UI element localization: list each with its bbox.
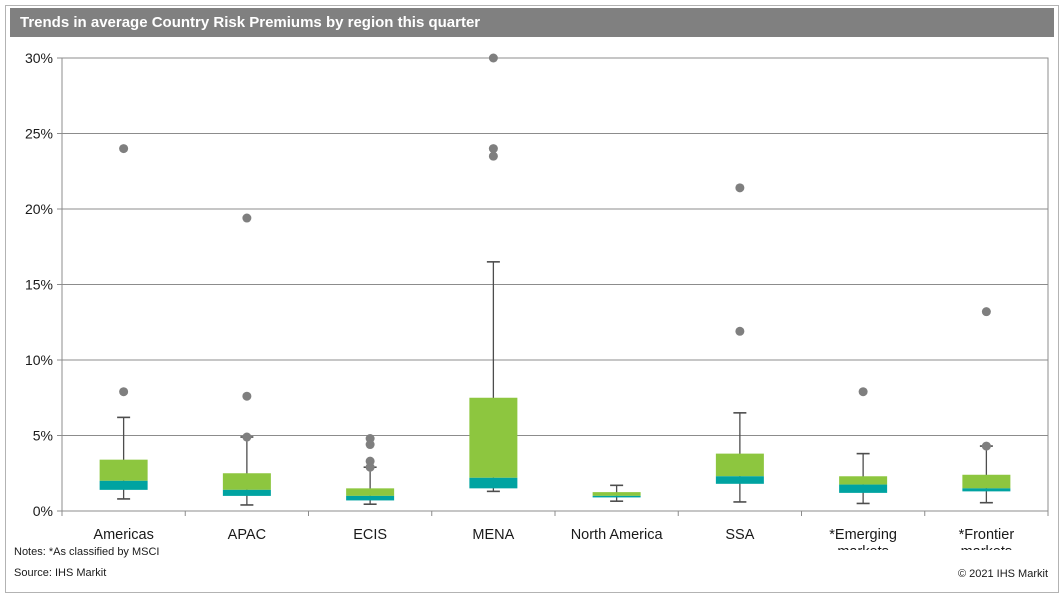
copyright: © 2021 IHS Markit bbox=[957, 568, 1048, 580]
y-axis-label: 10% bbox=[25, 352, 53, 368]
outlier-dot bbox=[365, 440, 375, 450]
category-label: markets bbox=[837, 544, 889, 550]
y-axis-label: 0% bbox=[33, 503, 53, 519]
box-upper-quartile bbox=[839, 476, 888, 485]
outlier-dot bbox=[735, 183, 745, 193]
source-line: Source: IHS Markit bbox=[14, 567, 107, 580]
box-upper-quartile bbox=[222, 473, 271, 490]
box-lower-quartile bbox=[99, 480, 148, 490]
outlier-dot bbox=[242, 391, 252, 401]
y-axis-label: 15% bbox=[25, 277, 53, 293]
chart-title: Trends in average Country Risk Premiums … bbox=[20, 14, 481, 31]
outlier-dot bbox=[119, 144, 129, 154]
box-lower-quartile bbox=[715, 476, 764, 484]
outlier-dot bbox=[981, 307, 991, 317]
category-label: APAC bbox=[228, 527, 266, 543]
category-label: ECIS bbox=[353, 527, 387, 543]
outlier-dot bbox=[242, 432, 252, 442]
category-label: North America bbox=[571, 527, 664, 543]
box-upper-quartile bbox=[962, 474, 1011, 489]
y-axis-label: 25% bbox=[25, 126, 53, 142]
category-label: *Frontier bbox=[959, 527, 1015, 543]
outlier-dot bbox=[488, 144, 498, 154]
category-label: *Emerging bbox=[829, 527, 897, 543]
outlier-dot bbox=[858, 387, 868, 397]
outlier-dot bbox=[119, 387, 129, 397]
box-upper-quartile bbox=[715, 453, 764, 477]
y-axis-label: 30% bbox=[25, 50, 53, 66]
category-label: MENA bbox=[472, 527, 514, 543]
outlier-dot bbox=[488, 53, 498, 63]
outlier-dot bbox=[981, 441, 991, 451]
report-frame: Trends in average Country Risk Premiums … bbox=[5, 5, 1059, 593]
box-lower-quartile bbox=[222, 489, 271, 496]
box-lower-quartile bbox=[469, 477, 518, 489]
outlier-dot bbox=[488, 151, 498, 161]
chart-notes: Notes: *As classified by MSCI Source: IH… bbox=[14, 542, 160, 585]
chart-title-bar: Trends in average Country Risk Premiums … bbox=[10, 8, 1054, 37]
box-lower-quartile bbox=[346, 495, 395, 501]
y-axis-label: 20% bbox=[25, 201, 53, 217]
y-axis-label: 5% bbox=[33, 428, 53, 444]
box-lower-quartile bbox=[962, 488, 1011, 492]
box-upper-quartile bbox=[592, 492, 641, 496]
outlier-dot bbox=[735, 326, 745, 336]
box-upper-quartile bbox=[99, 459, 148, 481]
box-upper-quartile bbox=[469, 397, 518, 478]
box-upper-quartile bbox=[346, 488, 395, 496]
box-lower-quartile bbox=[839, 484, 888, 493]
box-lower-quartile bbox=[592, 495, 641, 498]
notes-line: Notes: *As classified by MSCI bbox=[14, 546, 160, 558]
category-label: markets bbox=[961, 544, 1013, 550]
outlier-dot bbox=[365, 462, 375, 472]
chart-area: 0% 5% 10% 15% 20% 25% 30% Americas APAC ECIS MENA N… bbox=[6, 38, 1058, 560]
boxplot-svg: 0% 5% 10% 15% 20% 25% 30% Americas APAC ECIS MENA N… bbox=[25, 50, 1049, 560]
category-label: Americas bbox=[93, 527, 153, 543]
category-label: SSA bbox=[725, 527, 754, 543]
outlier-dot bbox=[242, 213, 252, 223]
